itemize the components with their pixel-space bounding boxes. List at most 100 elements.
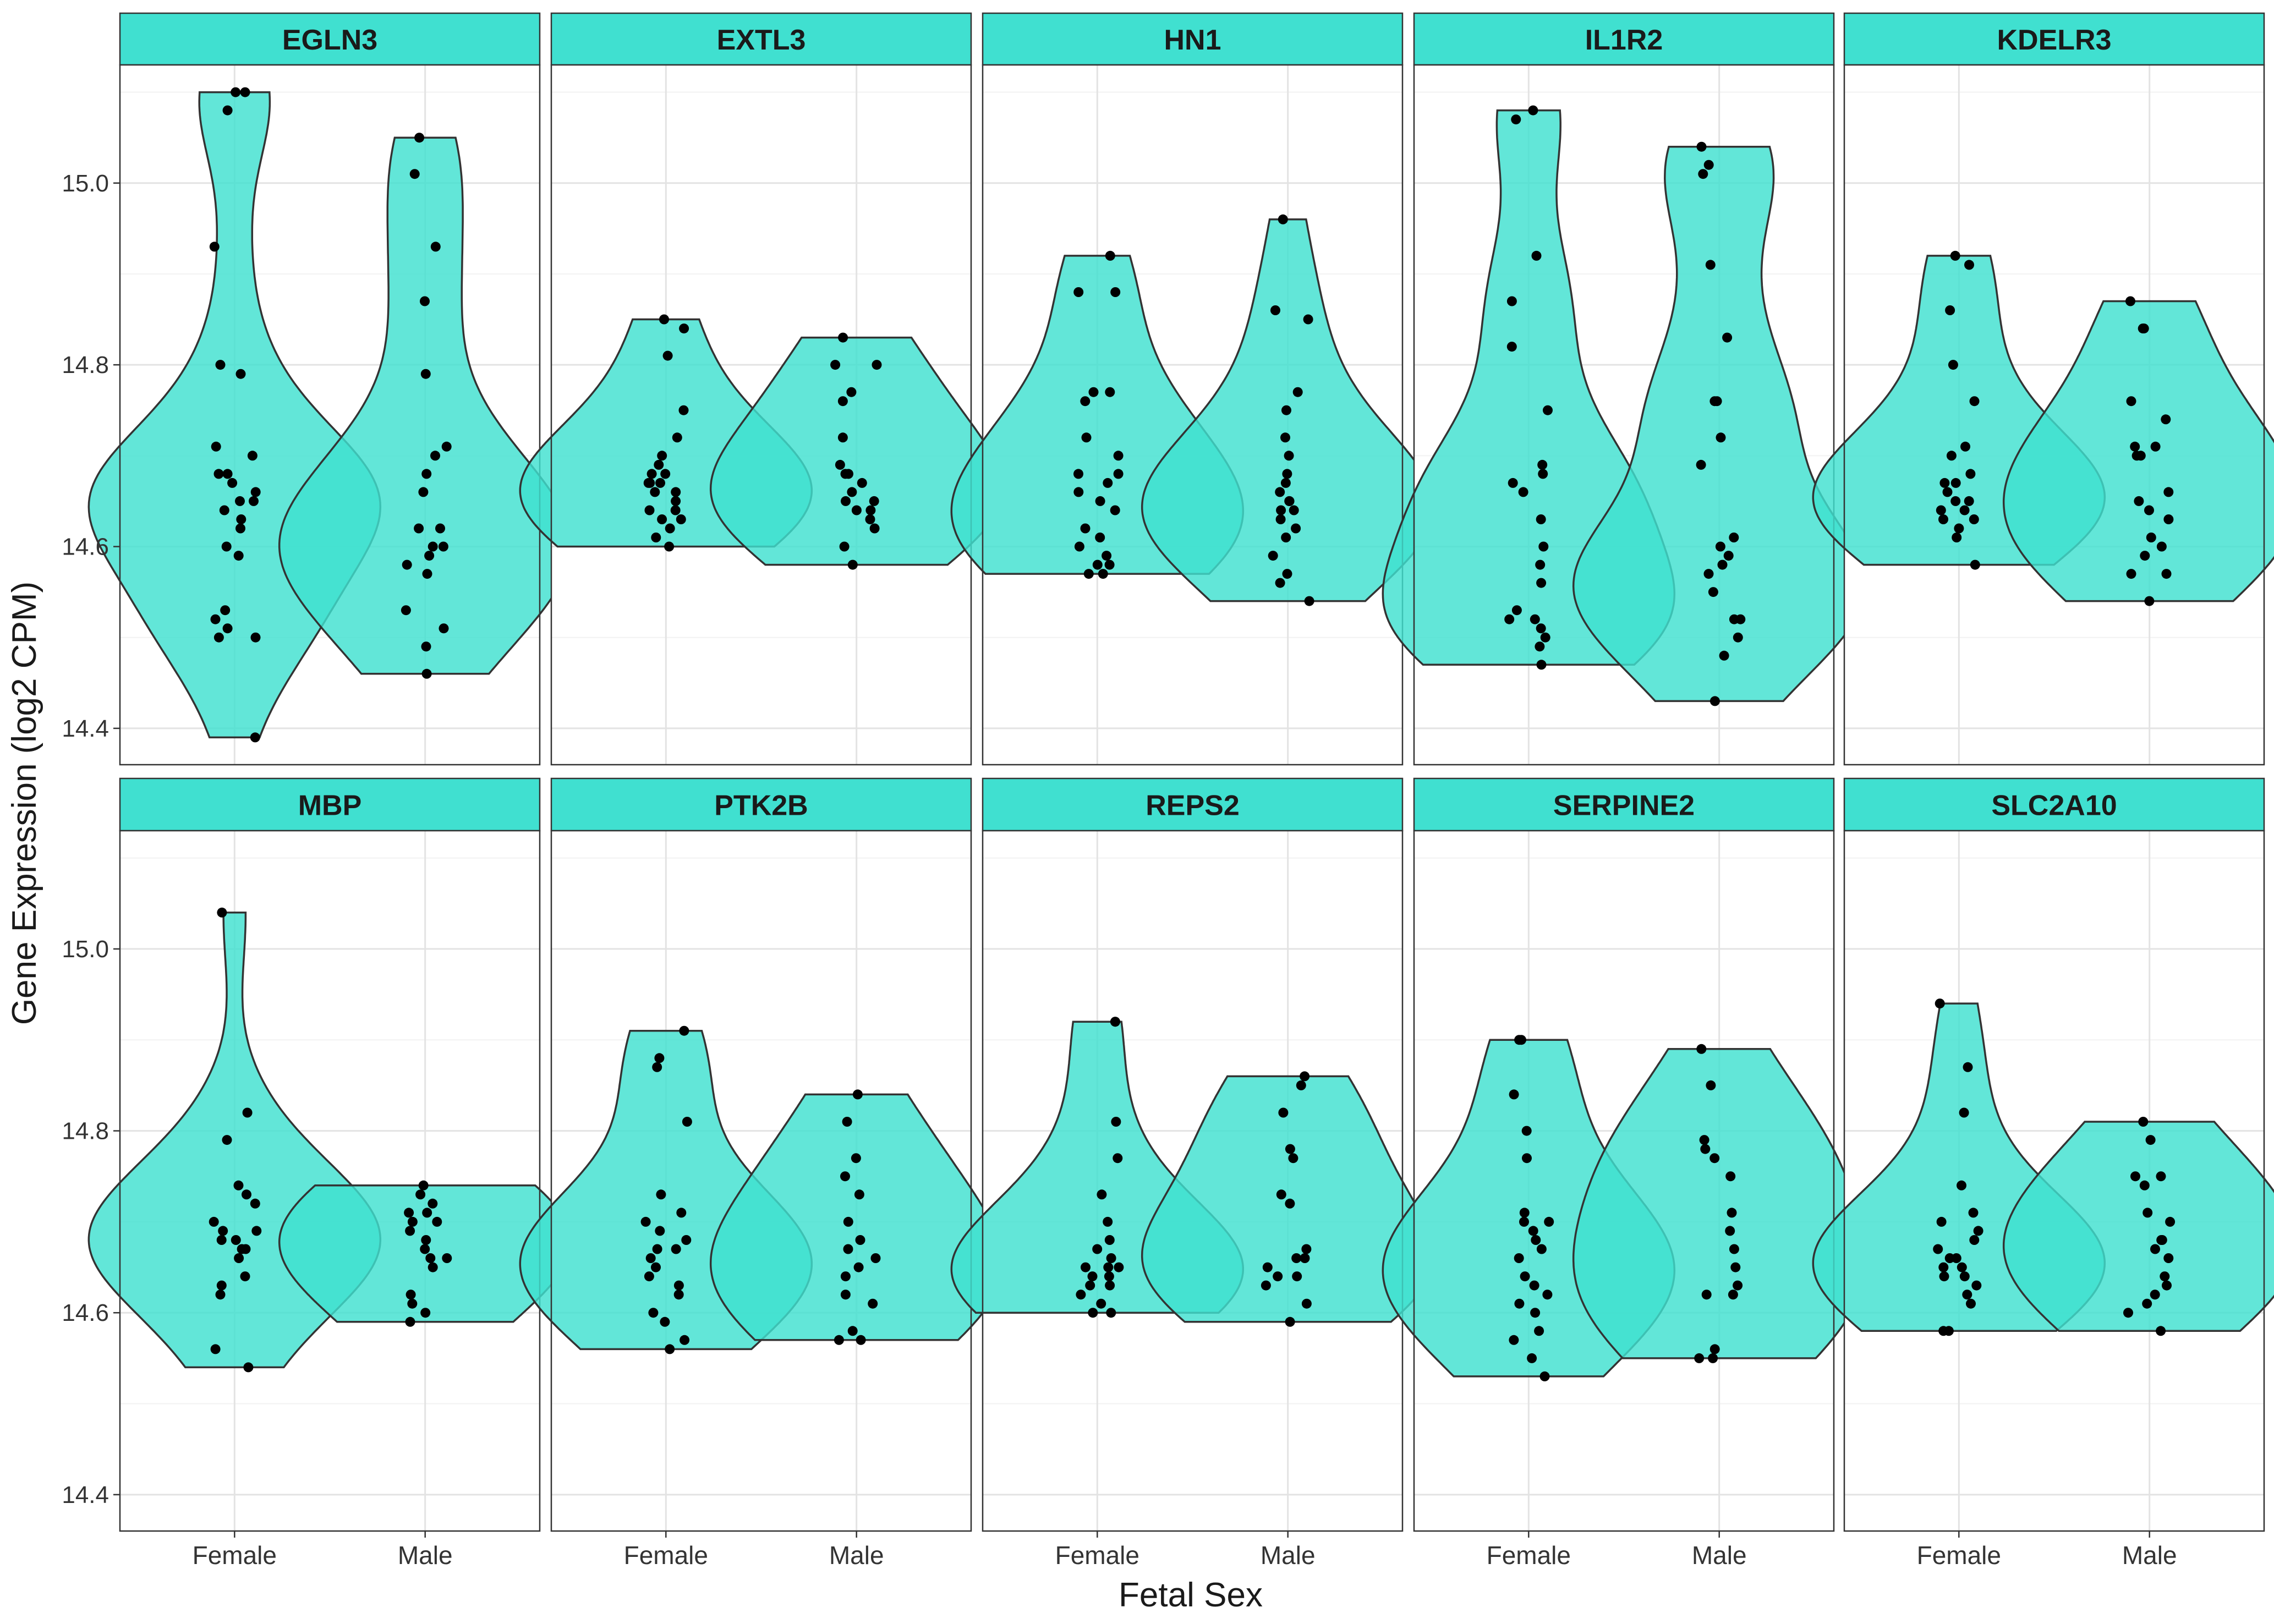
facet-strip-label: EXTL3	[717, 24, 806, 56]
data-point	[1285, 1198, 1295, 1209]
data-point	[1521, 1126, 1532, 1136]
data-point	[1945, 305, 1955, 315]
data-point	[428, 1198, 438, 1209]
data-point	[438, 541, 448, 552]
data-point	[1728, 1290, 1738, 1300]
data-point	[1276, 1189, 1286, 1200]
data-point	[1542, 1290, 1553, 1300]
data-point	[430, 242, 441, 252]
data-point	[1097, 1189, 1107, 1200]
data-point	[1278, 1107, 1289, 1118]
data-point	[2139, 323, 2149, 334]
data-point	[1282, 469, 1292, 479]
data-point	[1514, 1035, 1525, 1045]
data-point	[233, 1180, 244, 1190]
data-point	[231, 1235, 241, 1245]
data-point	[1939, 1271, 1949, 1282]
data-point	[654, 459, 664, 470]
data-point	[1966, 1298, 1976, 1309]
data-point	[209, 242, 220, 252]
data-point	[1275, 487, 1285, 497]
data-point	[1076, 1290, 1086, 1300]
facet-panel-il1r2: IL1R2	[1382, 12, 1866, 766]
data-point	[1709, 1153, 1720, 1164]
data-point	[854, 1189, 864, 1200]
data-point	[249, 496, 259, 506]
facet-panel-ptk2b: PTK2B	[519, 777, 1004, 1532]
facet-strip-label: HN1	[1164, 24, 1221, 56]
data-point	[851, 1153, 861, 1164]
data-point	[215, 1290, 226, 1300]
x-tick-label: Male	[1261, 1541, 1316, 1570]
data-point	[2126, 569, 2136, 579]
data-point	[843, 1244, 853, 1254]
data-point	[2140, 551, 2150, 561]
data-point	[2123, 1308, 2133, 1318]
data-point	[1285, 1144, 1295, 1154]
data-point	[213, 469, 224, 479]
data-point	[657, 451, 667, 461]
data-point	[1531, 1235, 1541, 1245]
data-point	[1098, 569, 1108, 579]
facet-strip-label: EGLN3	[282, 24, 377, 56]
data-point	[1301, 1298, 1312, 1309]
data-point	[1939, 478, 1950, 488]
panel-border	[550, 830, 972, 1532]
data-point	[1716, 432, 1726, 443]
data-point	[1518, 487, 1528, 497]
facet-strip-label: PTK2B	[714, 790, 808, 822]
data-point	[1719, 650, 1729, 661]
data-point	[235, 523, 245, 534]
data-point	[1300, 1071, 1310, 1082]
data-point	[2134, 496, 2144, 506]
data-point	[679, 1025, 689, 1036]
data-point	[1289, 505, 1299, 515]
data-point	[1544, 1216, 1554, 1227]
data-point	[2156, 541, 2167, 552]
data-point	[1694, 1353, 1705, 1363]
facet-strip-label: IL1R2	[1585, 24, 1663, 56]
data-point	[840, 1271, 851, 1282]
y-axis: 14.4 14.6 14.8 15.0 14.4 14.6 14.8 15.0	[62, 170, 120, 1508]
data-point	[441, 441, 452, 452]
data-point	[1709, 696, 1720, 706]
data-point	[1105, 1280, 1115, 1291]
facet-strip	[1413, 12, 1835, 66]
data-point	[1087, 1271, 1098, 1282]
data-point	[2150, 1244, 2160, 1254]
data-point	[1543, 405, 1553, 415]
data-point	[404, 1208, 414, 1218]
data-point	[1096, 1298, 1106, 1309]
panel-border	[1843, 830, 2265, 1532]
data-point	[418, 487, 429, 497]
data-point	[2163, 1253, 2174, 1263]
data-point	[660, 469, 671, 479]
data-point	[428, 1262, 438, 1272]
facet-strip	[1843, 12, 2265, 66]
data-point	[2130, 441, 2140, 452]
data-point	[216, 1235, 227, 1245]
data-point	[1504, 614, 1515, 624]
data-point	[2161, 414, 2171, 425]
data-point	[2142, 1298, 2152, 1309]
data-point	[240, 87, 250, 97]
data-point	[1936, 1216, 1947, 1227]
data-point	[1088, 1308, 1098, 1318]
data-point	[422, 569, 432, 579]
data-point	[1110, 287, 1121, 297]
data-point	[250, 632, 261, 643]
facet-panel-reps2: REPS2	[950, 777, 1435, 1532]
data-point	[1520, 1271, 1530, 1282]
data-point	[1103, 1216, 1113, 1227]
data-point	[1944, 1253, 1955, 1263]
data-point	[1538, 541, 1549, 552]
data-point	[1733, 1280, 1743, 1291]
data-point	[2163, 514, 2174, 524]
facet-strip-label: MBP	[298, 790, 362, 822]
data-point	[1519, 1208, 1530, 1218]
data-point	[2126, 396, 2136, 407]
data-point	[1095, 496, 1105, 506]
data-point	[865, 505, 876, 515]
data-point	[673, 1280, 684, 1291]
data-point	[1536, 660, 1547, 670]
